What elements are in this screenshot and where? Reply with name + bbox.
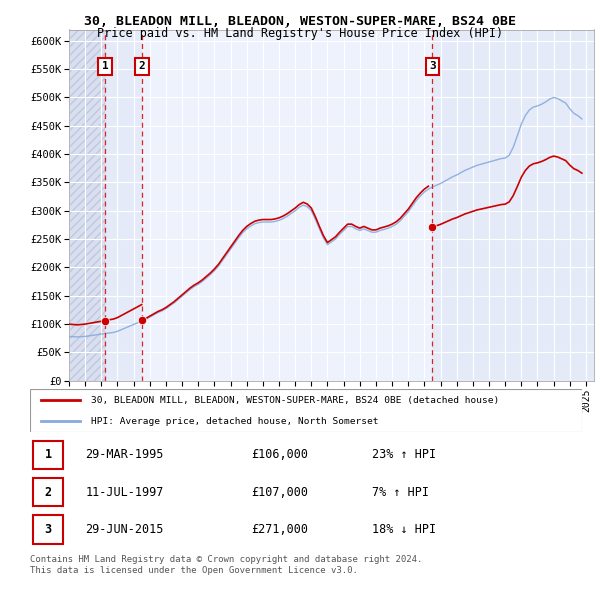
Bar: [142, 30, 432, 381]
Text: 23% ↑ HPI: 23% ↑ HPI: [372, 448, 436, 461]
Bar: [432, 30, 594, 381]
FancyBboxPatch shape: [30, 389, 582, 432]
FancyBboxPatch shape: [33, 515, 63, 543]
FancyBboxPatch shape: [33, 441, 63, 469]
Bar: [69, 30, 105, 381]
Text: Contains HM Land Registry data © Crown copyright and database right 2024.
This d: Contains HM Land Registry data © Crown c…: [30, 555, 422, 575]
Text: 2: 2: [44, 486, 52, 499]
Text: HPI: Average price, detached house, North Somerset: HPI: Average price, detached house, Nort…: [91, 417, 378, 426]
Text: 29-MAR-1995: 29-MAR-1995: [85, 448, 164, 461]
Text: 2: 2: [139, 61, 146, 71]
Text: 18% ↓ HPI: 18% ↓ HPI: [372, 523, 436, 536]
Text: 7% ↑ HPI: 7% ↑ HPI: [372, 486, 429, 499]
Bar: [69, 30, 105, 381]
Text: 11-JUL-1997: 11-JUL-1997: [85, 486, 164, 499]
Text: 3: 3: [429, 61, 436, 71]
Text: £271,000: £271,000: [251, 523, 308, 536]
Bar: [105, 30, 142, 381]
FancyBboxPatch shape: [33, 478, 63, 506]
Text: £106,000: £106,000: [251, 448, 308, 461]
Text: £107,000: £107,000: [251, 486, 308, 499]
Text: 1: 1: [102, 61, 109, 71]
Text: 29-JUN-2015: 29-JUN-2015: [85, 523, 164, 536]
Text: 30, BLEADON MILL, BLEADON, WESTON-SUPER-MARE, BS24 0BE (detached house): 30, BLEADON MILL, BLEADON, WESTON-SUPER-…: [91, 395, 499, 405]
Text: 3: 3: [44, 523, 52, 536]
Text: Price paid vs. HM Land Registry's House Price Index (HPI): Price paid vs. HM Land Registry's House …: [97, 27, 503, 40]
Text: 30, BLEADON MILL, BLEADON, WESTON-SUPER-MARE, BS24 0BE: 30, BLEADON MILL, BLEADON, WESTON-SUPER-…: [84, 15, 516, 28]
Text: 1: 1: [44, 448, 52, 461]
